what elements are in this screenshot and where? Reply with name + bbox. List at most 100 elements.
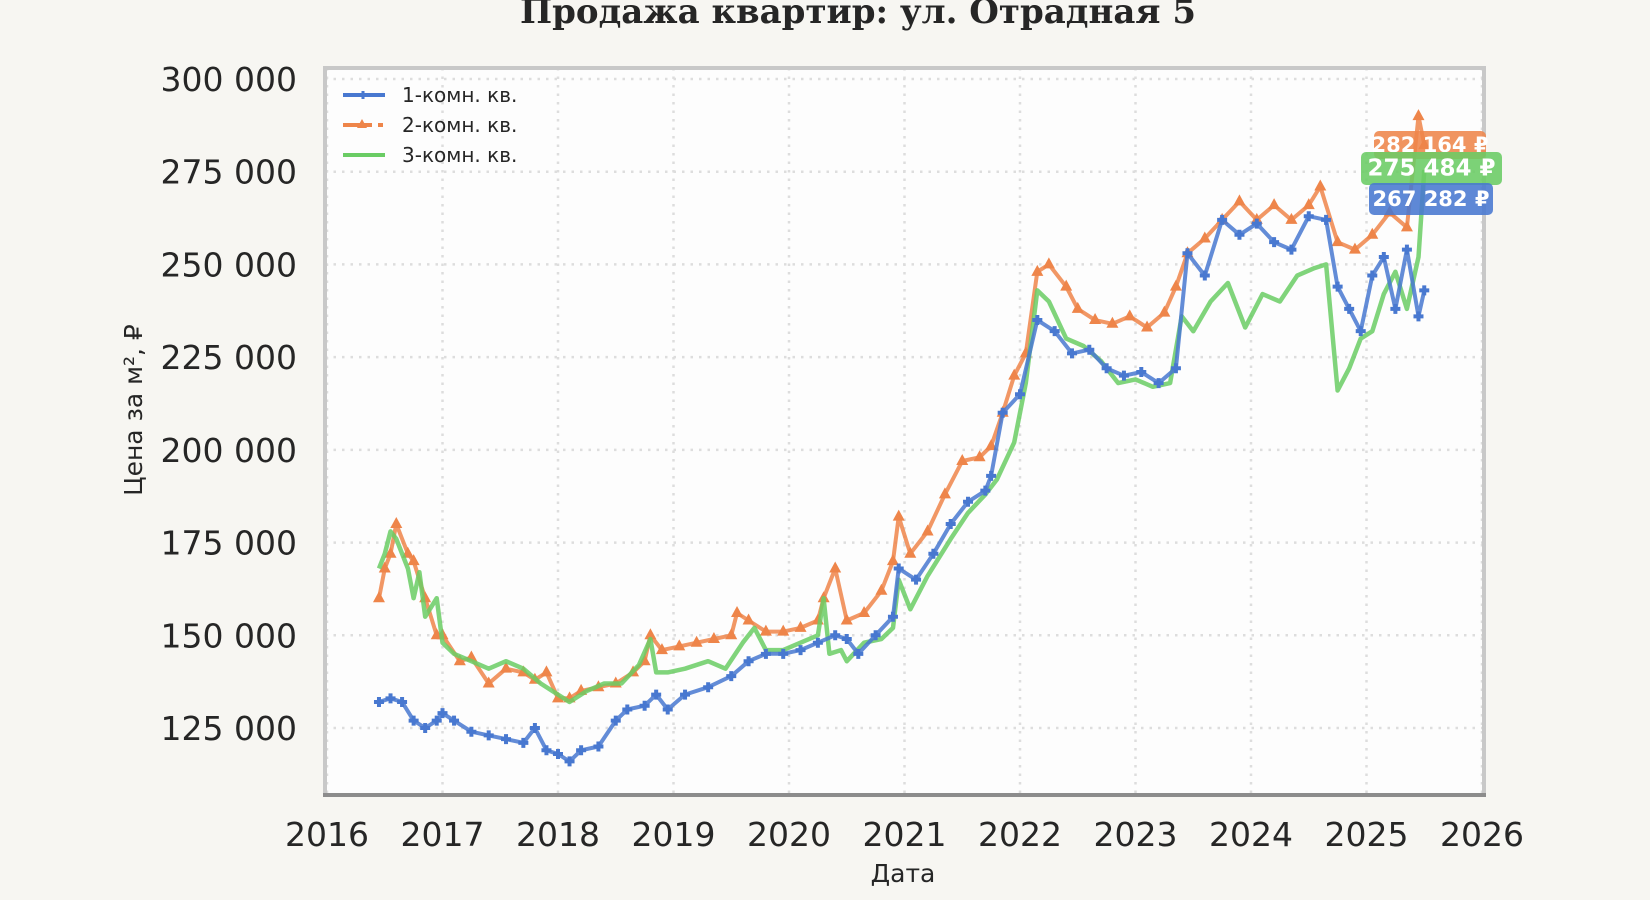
plus-marker [997,407,1008,418]
plus-marker [1355,326,1366,337]
y-tick-label: 125 000 [161,709,297,748]
triangle-marker [372,591,385,603]
x-tick-label: 2026 [1440,815,1524,854]
plus-marker [830,630,841,641]
plus-marker [437,708,448,719]
triangle-marker [794,620,807,632]
badge-value: 275 484 ₽ [1367,156,1495,182]
triangle-marker [1169,279,1182,291]
plus-marker [1032,315,1043,326]
plus-marker [1419,285,1430,296]
plus-marker [743,656,754,667]
x-tick-label: 2021 [863,815,947,854]
plus-marker [1066,348,1077,359]
triangle-marker [1412,109,1425,121]
y-tick-label: 250 000 [161,245,297,284]
triangle-marker [1302,198,1315,210]
triangle-marker [673,639,686,651]
triangle-marker [1400,220,1413,232]
triangle-marker [1366,227,1379,239]
plus-marker [622,704,633,715]
series-1-rooms [373,211,1430,767]
x-axis-ticks: 2016 2017 2018 2019 2020 2021 2022 2023 2024 2025… [285,815,1524,854]
y-tick-label: 275 000 [161,153,297,192]
plus-marker [593,741,604,752]
y-tick-label: 150 000 [161,616,297,655]
plus-marker [1015,389,1025,400]
series-layer [372,109,1431,767]
triangle-marker [390,517,403,529]
plus-marker [1182,248,1193,259]
plus-marker [431,715,442,726]
y-tick-label: 175 000 [161,524,297,563]
plus-marker [1199,270,1210,281]
plot-frame [323,66,1486,797]
plus-marker [893,563,904,574]
plus-marker [726,671,737,682]
triangle-marker [777,624,790,636]
plus-marker [639,700,650,711]
triangle-marker [707,631,720,643]
triangle-marker [1233,194,1246,206]
plus-marker [1413,311,1424,322]
plus-marker [373,697,384,708]
plus-marker [1332,281,1343,292]
triangle-marker [725,628,738,640]
plus-marker [449,715,460,726]
plus-marker [1084,344,1095,355]
plus-marker [870,630,881,641]
plus-marker [1390,303,1401,314]
x-tick-label: 2020 [747,815,831,854]
triangle-marker [1089,313,1102,325]
plus-marker [397,697,408,708]
plus-marker [986,470,997,481]
plus-marker [1251,218,1262,229]
x-tick-label: 2025 [1325,815,1409,854]
triangle-marker [759,624,772,636]
series-2-rooms [372,109,1431,703]
y-axis-label: Цена за м², ₽ [119,324,148,496]
x-tick-label: 2019 [632,815,716,854]
plus-marker [1286,244,1297,255]
triangle-marker [384,546,397,558]
legend-label: 3-комн. кв. [402,143,517,167]
legend-item: 3-комн. кв. [343,143,517,167]
triangle-marker [655,643,668,655]
triangle-marker [1008,368,1021,380]
plus-marker [466,726,477,737]
plus-marker [1136,366,1147,377]
plus-marker [385,693,396,704]
plus-marker [1234,229,1245,240]
plus-marker [812,637,823,648]
plus-marker [1269,237,1280,248]
triangle-marker [938,487,951,499]
triangle-marker [840,613,853,625]
plus-marker [778,648,789,659]
plus-marker [610,715,621,726]
triangle-marker [1331,235,1344,247]
triangle-marker [453,654,466,666]
plus-marker [420,723,431,733]
triangle-marker [1285,212,1298,224]
triangle-marker [1106,316,1119,328]
legend: 1-комн. кв. 2-комн. кв. 3-комн. кв. [343,83,517,167]
plus-marker [541,745,552,756]
plus-marker [1303,211,1314,222]
x-tick-label: 2024 [1209,815,1293,854]
triangle-marker [1348,242,1361,254]
x-tick-label: 2023 [1094,815,1178,854]
triangle-marker [1198,231,1211,243]
plus-marker [576,745,587,756]
legend-item: 2-комн. кв. [343,113,517,137]
y-tick-label: 200 000 [161,431,297,470]
plus-marker [1344,303,1355,314]
legend-label: 1-комн. кв. [402,83,517,107]
triangle-marker [921,524,934,536]
plus-marker [841,633,852,644]
plus-marker [1049,326,1060,337]
plus-marker [1401,244,1412,255]
triangle-marker [858,606,871,618]
plus-marker [662,704,673,715]
plus-marker [1378,252,1389,263]
x-tick-label: 2017 [401,815,485,854]
